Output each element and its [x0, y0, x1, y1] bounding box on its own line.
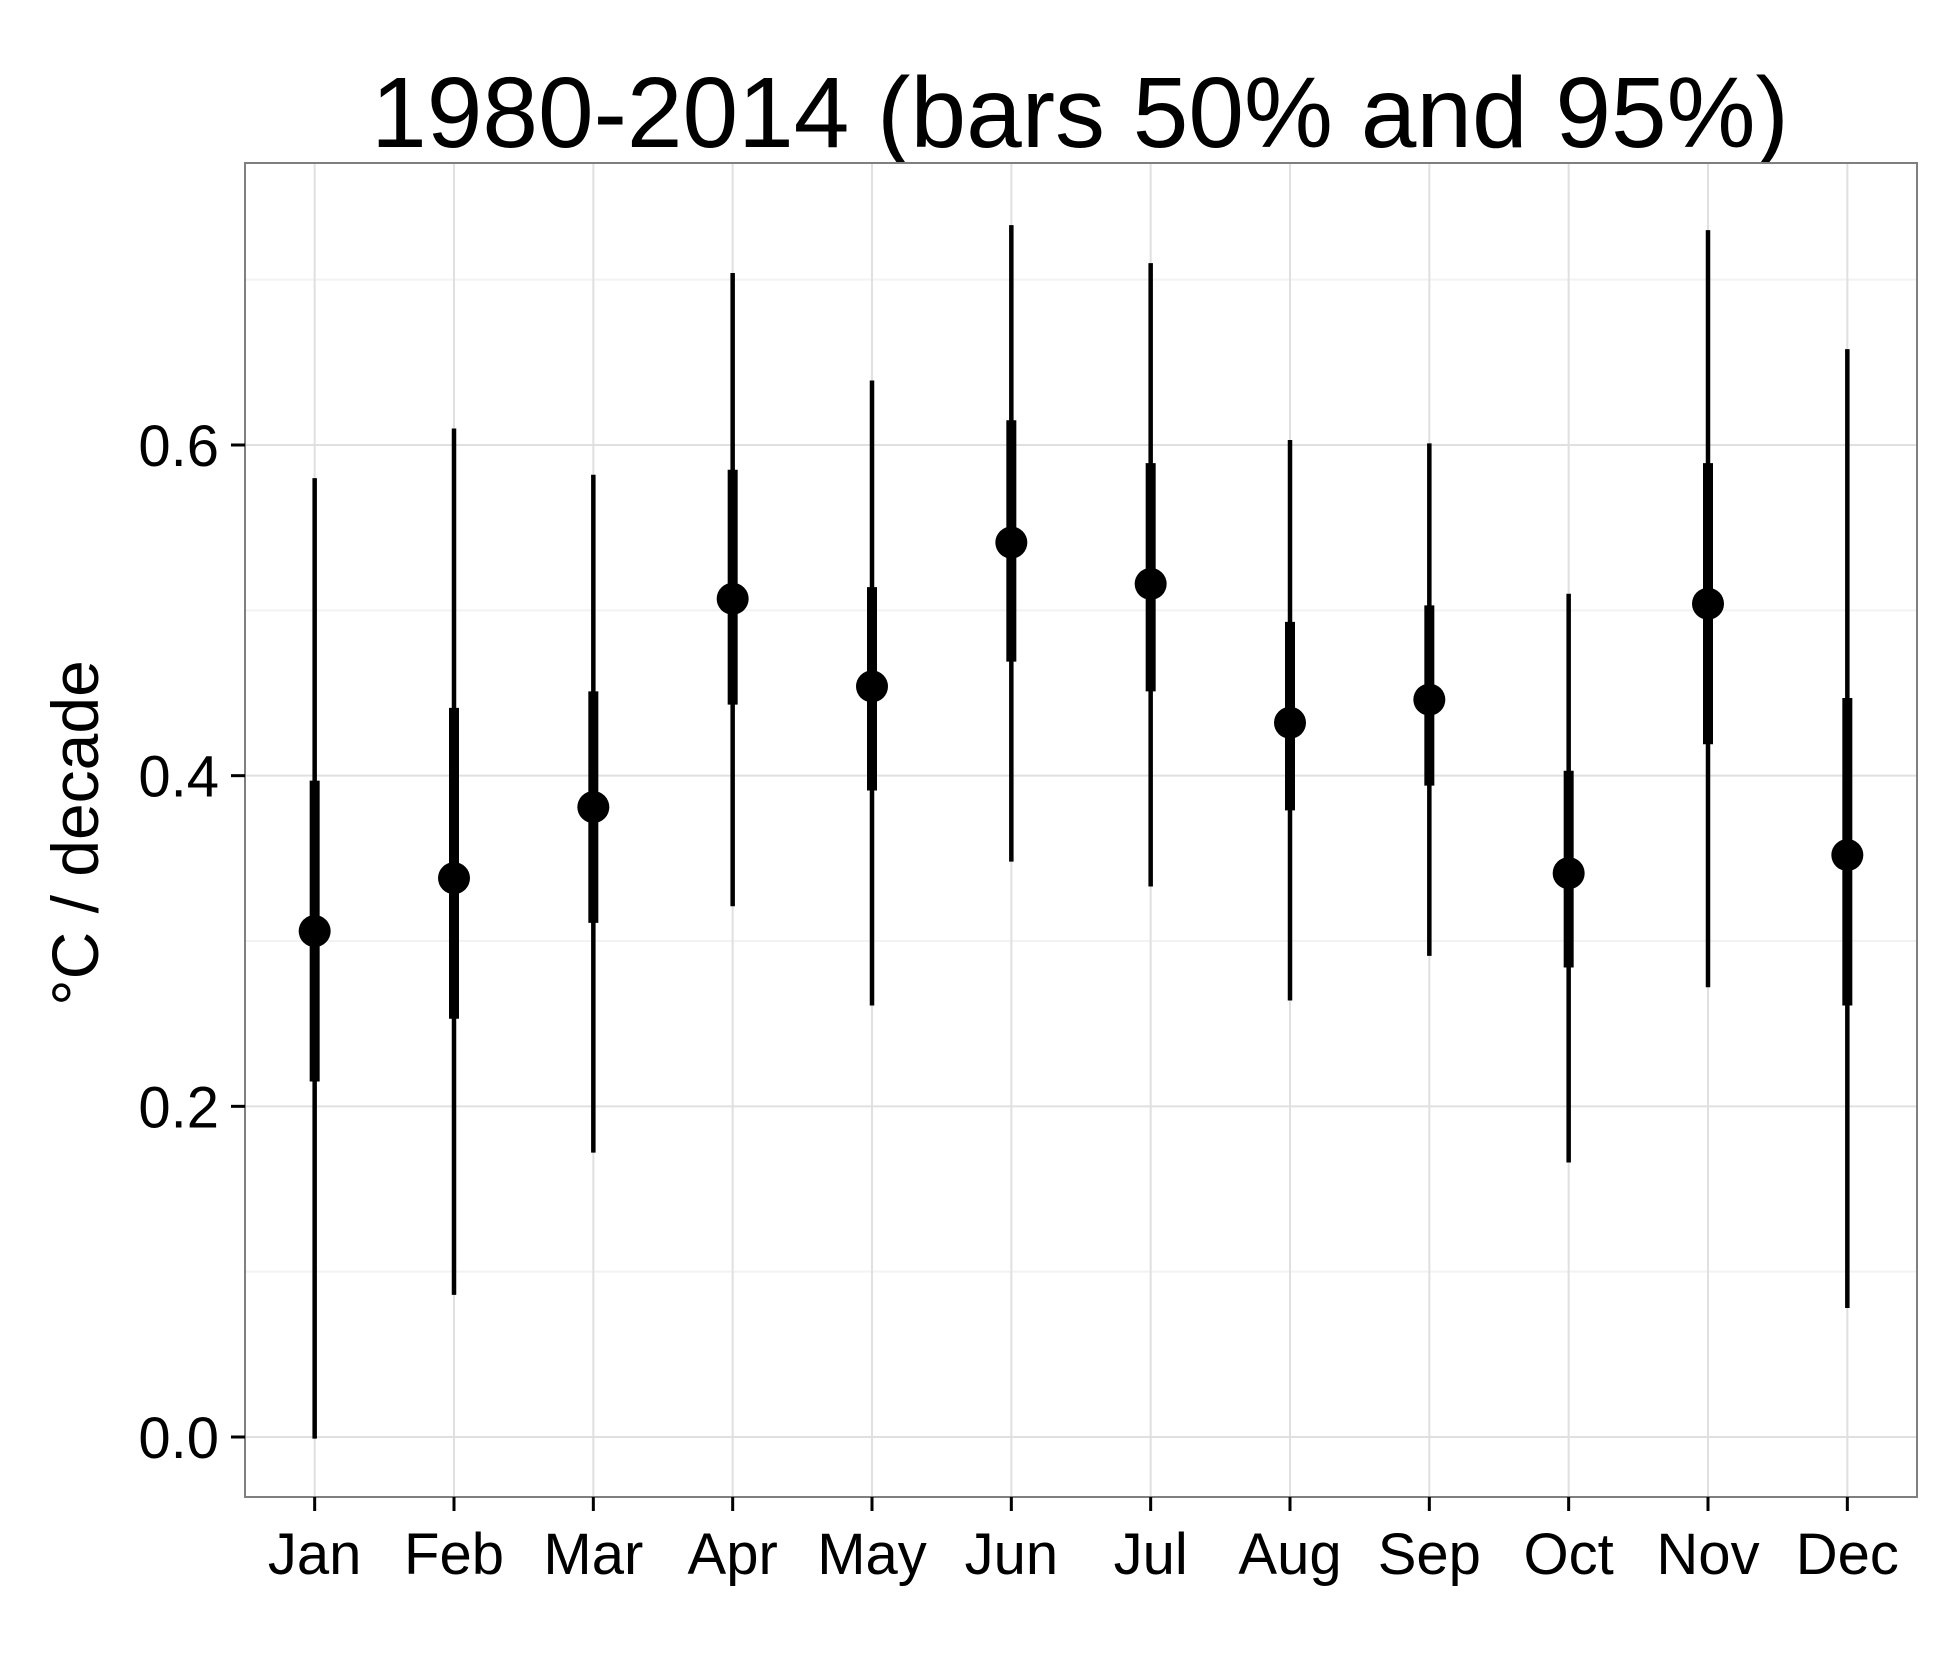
x-tick-label: Dec	[1796, 1522, 1899, 1587]
x-tick-label: May	[817, 1522, 927, 1587]
x-tick-label: Aug	[1238, 1522, 1341, 1587]
estimate-point	[1134, 567, 1167, 600]
plot-border	[244, 162, 1918, 1498]
x-tick-label: Jan	[268, 1522, 362, 1587]
x-tick-label: Jun	[965, 1522, 1059, 1587]
x-axis: Jan Feb Mar Apr May Jun Jul Aug Sep Oct Nov Dec	[268, 1497, 1899, 1587]
estimate-point	[1274, 706, 1306, 739]
x-tick-label: Oct	[1524, 1522, 1614, 1587]
estimate-point	[1552, 857, 1585, 890]
x-tick-label: Apr	[688, 1522, 778, 1587]
estimate-point	[298, 915, 331, 948]
panel-border	[244, 162, 1918, 1498]
x-tick-label: Jul	[1114, 1522, 1188, 1587]
y-axis: 0.0 0.2 0.4 0.6	[138, 414, 245, 1471]
panel-background	[245, 163, 1917, 1497]
estimate-point	[1692, 587, 1724, 620]
estimate-point	[577, 791, 610, 824]
estimate-point	[438, 862, 470, 895]
y-tick-label: 0.2	[138, 1075, 219, 1140]
x-tick-label: Mar	[543, 1522, 643, 1587]
x-tick-label: Feb	[404, 1522, 504, 1587]
y-tick-label: 0.0	[138, 1406, 219, 1471]
estimate-point	[716, 582, 749, 615]
estimate-point	[1413, 683, 1446, 716]
y-axis-label: °C / decade	[38, 660, 112, 1006]
x-tick-label: Sep	[1378, 1522, 1481, 1587]
estimate-point	[856, 670, 888, 703]
estimate-point	[995, 526, 1028, 559]
chart-title: 1980-2014 (bars 50% and 95%)	[371, 57, 1789, 169]
estimate-point	[1831, 839, 1864, 872]
estimate-points	[298, 526, 1864, 948]
y-tick-label: 0.4	[138, 745, 219, 810]
plot-panel	[245, 163, 1917, 1497]
x-tick-label: Nov	[1656, 1522, 1759, 1587]
y-tick-label: 0.6	[138, 414, 219, 479]
